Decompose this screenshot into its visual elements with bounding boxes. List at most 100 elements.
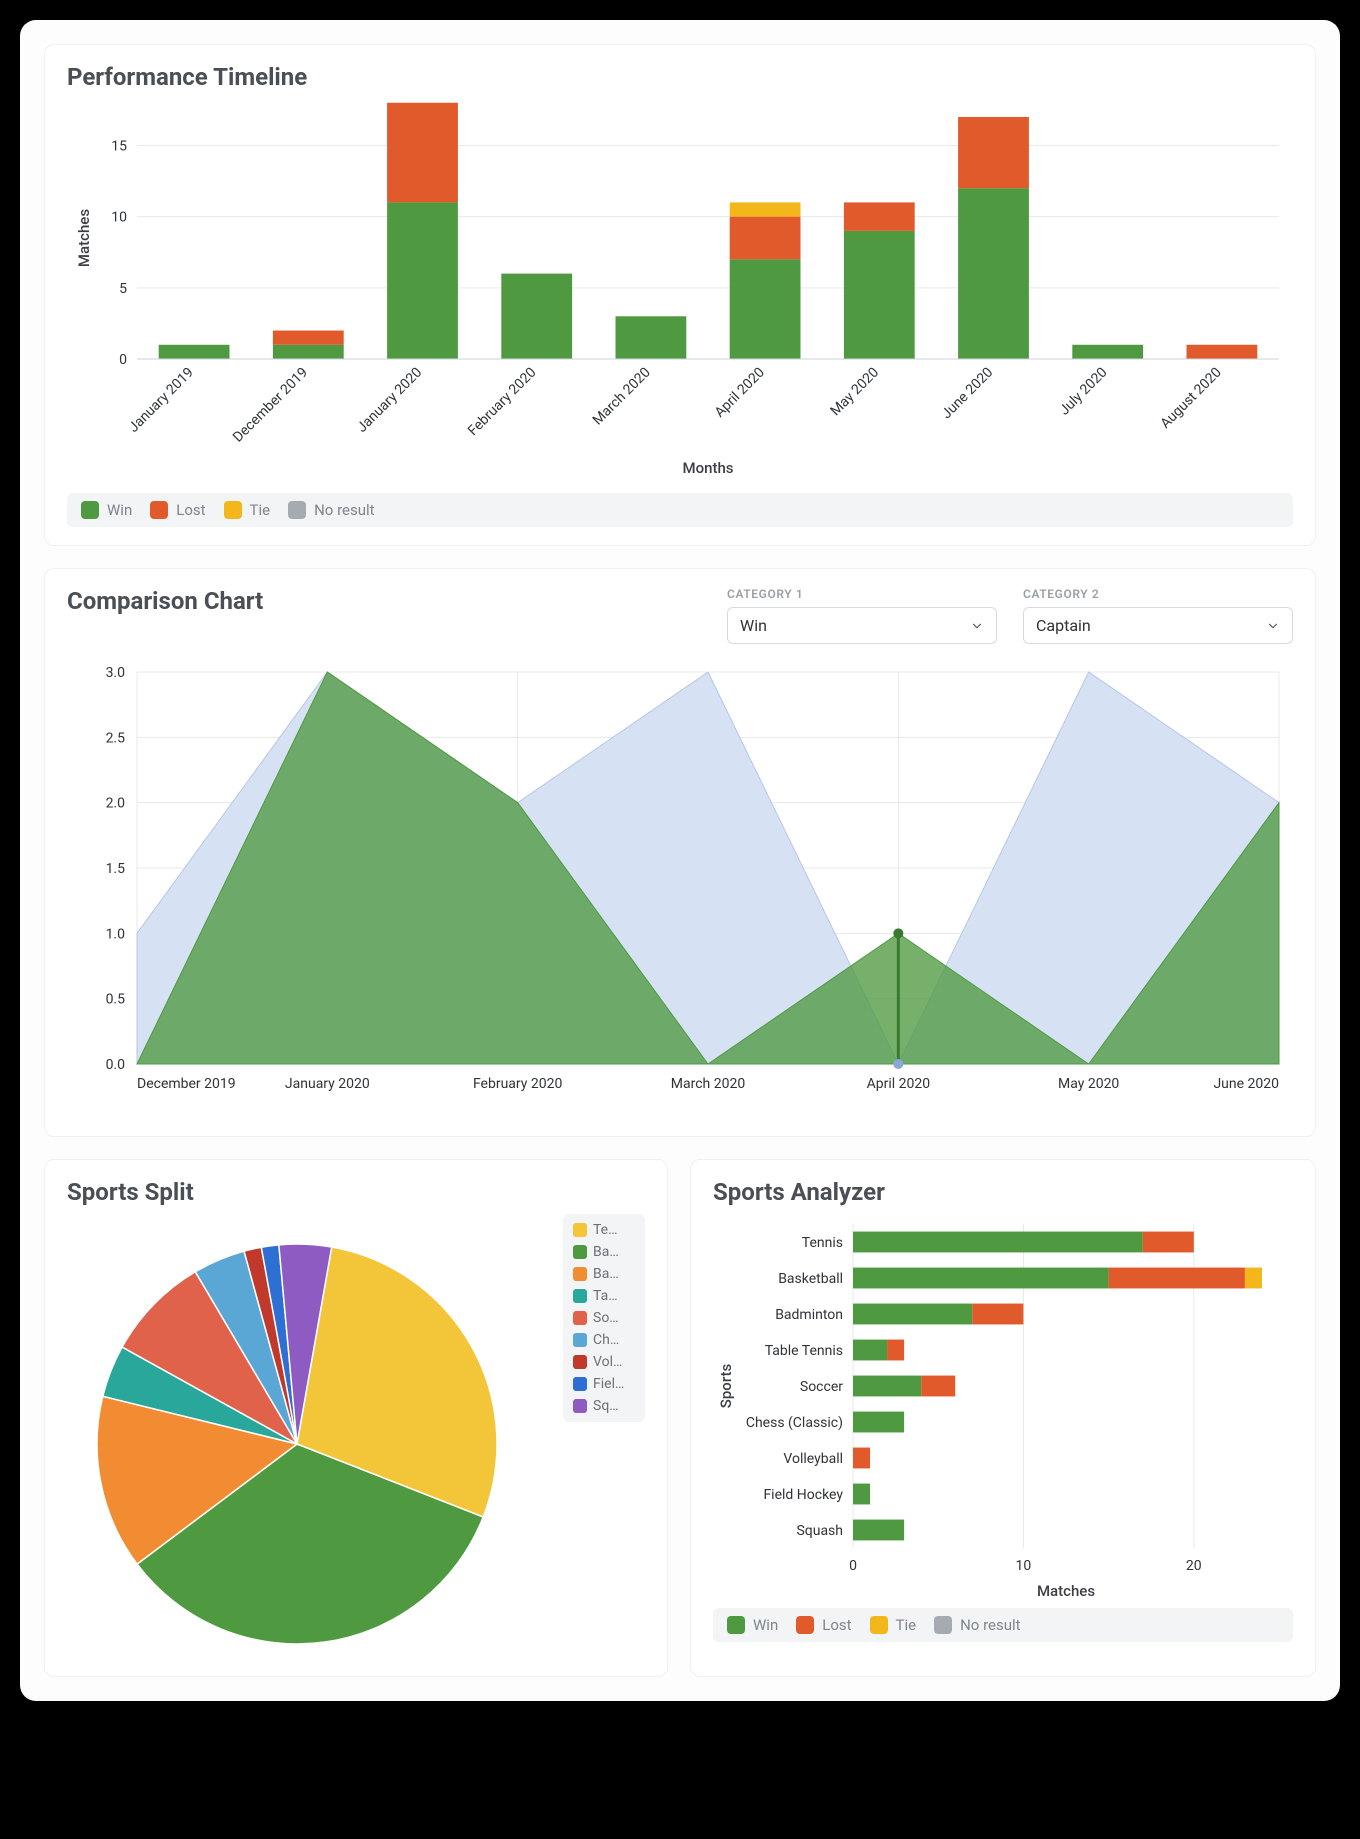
svg-text:April 2020: April 2020 [867, 1076, 931, 1092]
svg-text:Tennis: Tennis [802, 1235, 843, 1251]
legend-item[interactable]: Lost [150, 501, 205, 519]
analyzer-legend: Win Lost Tie No result [713, 1608, 1293, 1642]
legend-item[interactable]: Fiel… [573, 1376, 635, 1392]
legend-swatch [224, 501, 242, 519]
svg-text:1.0: 1.0 [106, 926, 126, 942]
svg-text:Matches: Matches [75, 209, 93, 267]
comparison-title: Comparison Chart [67, 587, 263, 615]
legend-swatch [81, 501, 99, 519]
timeline-title: Performance Timeline [67, 63, 1293, 91]
legend-label: No result [960, 1616, 1020, 1634]
svg-text:2.0: 2.0 [106, 796, 126, 812]
svg-text:Matches: Matches [1037, 1582, 1095, 1600]
svg-text:Squash: Squash [796, 1523, 843, 1539]
timeline-legend: Win Lost Tie No result [67, 493, 1293, 527]
svg-text:June 2020: June 2020 [939, 364, 997, 422]
svg-text:July 2020: July 2020 [1056, 364, 1110, 418]
svg-text:February 2020: February 2020 [465, 364, 540, 439]
legend-swatch [796, 1616, 814, 1634]
legend-swatch [573, 1333, 587, 1347]
legend-swatch [870, 1616, 888, 1634]
legend-label: Win [753, 1616, 778, 1634]
legend-item[interactable]: Tie [224, 501, 271, 519]
legend-swatch [573, 1377, 587, 1391]
svg-text:Table Tennis: Table Tennis [765, 1343, 843, 1359]
timeline-card: Performance Timeline 051015MatchesJanuar… [44, 44, 1316, 546]
legend-item[interactable]: So… [573, 1310, 635, 1326]
legend-item[interactable]: No result [288, 501, 374, 519]
legend-label: Vol… [593, 1354, 622, 1370]
svg-text:May 2020: May 2020 [827, 364, 882, 419]
comparison-card: Comparison Chart CATEGORY 1 Win CATEGORY… [44, 568, 1316, 1137]
legend-item[interactable]: Win [81, 501, 132, 519]
legend-swatch [573, 1267, 587, 1281]
timeline-chart: 051015MatchesJanuary 2019December 2019Ja… [67, 99, 1293, 493]
legend-swatch [573, 1289, 587, 1303]
legend-swatch [573, 1355, 587, 1369]
svg-text:Volleyball: Volleyball [783, 1451, 843, 1467]
legend-swatch [573, 1245, 587, 1259]
legend-item[interactable]: Vol… [573, 1354, 635, 1370]
svg-text:Sports: Sports [717, 1364, 735, 1409]
legend-swatch [573, 1223, 587, 1237]
svg-text:5: 5 [119, 281, 127, 297]
svg-text:20: 20 [1186, 1558, 1202, 1574]
legend-item[interactable]: Te… [573, 1222, 635, 1238]
pie-card: Sports Split Te… Ba… Ba… Ta… So… Ch… Vol… Fiel…… [44, 1159, 668, 1677]
analyzer-card: Sports Analyzer 01020TennisBasketballBad… [690, 1159, 1316, 1677]
dashboard: Performance Timeline 051015MatchesJanuar… [20, 20, 1340, 1701]
legend-swatch [150, 501, 168, 519]
chevron-down-icon [1266, 619, 1280, 633]
legend-swatch [288, 501, 306, 519]
legend-label: Te… [593, 1222, 617, 1238]
legend-label: Ba… [593, 1244, 619, 1260]
svg-text:April 2020: April 2020 [712, 364, 768, 420]
legend-label: Tie [250, 501, 271, 519]
legend-label: Ba… [593, 1266, 619, 1282]
svg-text:1.5: 1.5 [106, 861, 126, 877]
svg-text:January 2020: January 2020 [354, 364, 425, 435]
svg-text:Months: Months [682, 459, 733, 477]
svg-text:January 2019: January 2019 [126, 365, 197, 436]
legend-item[interactable]: Tie [870, 1616, 917, 1634]
legend-item[interactable]: No result [934, 1616, 1020, 1634]
legend-label: Tie [896, 1616, 917, 1634]
svg-text:Chess (Classic): Chess (Classic) [746, 1415, 843, 1431]
svg-text:December 2019: December 2019 [137, 1076, 236, 1092]
svg-text:March 2020: March 2020 [671, 1076, 746, 1092]
pie-chart [67, 1214, 551, 1658]
legend-item[interactable]: Ba… [573, 1244, 635, 1260]
comparison-chart: 0.00.51.01.52.02.53.0December 2019Januar… [67, 644, 1293, 1118]
svg-text:Basketball: Basketball [778, 1271, 843, 1287]
svg-text:10: 10 [1016, 1558, 1032, 1574]
svg-text:0: 0 [119, 352, 127, 368]
pie-legend: Te… Ba… Ba… Ta… So… Ch… Vol… Fiel… Sq… [563, 1214, 645, 1422]
legend-label: Ta… [593, 1288, 618, 1304]
cat1-select[interactable]: Win [727, 607, 997, 644]
legend-item[interactable]: Lost [796, 1616, 851, 1634]
svg-text:March 2020: March 2020 [590, 364, 654, 428]
svg-text:2.5: 2.5 [106, 730, 126, 746]
legend-item[interactable]: Ba… [573, 1266, 635, 1282]
analyzer-chart: 01020TennisBasketballBadmintonTable Tenn… [713, 1214, 1293, 1608]
legend-swatch [934, 1616, 952, 1634]
svg-text:10: 10 [111, 210, 127, 226]
svg-text:Soccer: Soccer [800, 1379, 843, 1395]
cat2-value: Captain [1036, 616, 1091, 635]
pie-title: Sports Split [67, 1178, 645, 1206]
cat2-select[interactable]: Captain [1023, 607, 1293, 644]
legend-item[interactable]: Win [727, 1616, 778, 1634]
legend-item[interactable]: Ch… [573, 1332, 635, 1348]
legend-label: Lost [176, 501, 205, 519]
legend-swatch [573, 1399, 587, 1413]
legend-swatch [573, 1311, 587, 1325]
legend-item[interactable]: Ta… [573, 1288, 635, 1304]
chevron-down-icon [970, 619, 984, 633]
legend-item[interactable]: Sq… [573, 1398, 635, 1414]
comparison-selects: CATEGORY 1 Win CATEGORY 2 Captain [727, 587, 1293, 644]
legend-label: Fiel… [593, 1376, 624, 1392]
legend-swatch [727, 1616, 745, 1634]
cat2-label: CATEGORY 2 [1023, 587, 1293, 601]
svg-text:0.0: 0.0 [106, 1057, 126, 1073]
cat1-label: CATEGORY 1 [727, 587, 997, 601]
